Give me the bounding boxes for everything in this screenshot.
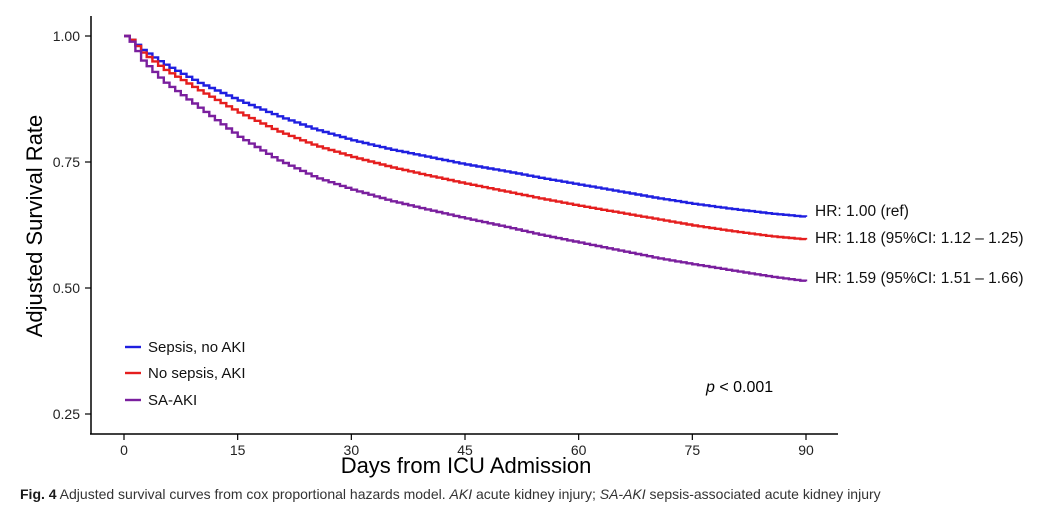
x-tick-label: 45 [457, 442, 473, 458]
x-ticks: 0 15 30 45 60 75 90 [120, 434, 814, 458]
caption-abbr-sa-aki: SA-AKI [599, 486, 646, 502]
survival-curve-2 [124, 34, 808, 241]
hr-label-2: HR: 1.18 (95%CI: 1.12 – 1.25) [815, 230, 1024, 247]
caption-abbr-aki: AKI [449, 486, 473, 502]
p-value-annotation: p < 0.001 [705, 379, 773, 396]
y-tick-label: 0.25 [53, 406, 80, 422]
legend: Sepsis, no AKI No sepsis, AKI SA-AKI [125, 339, 246, 409]
legend-label: Sepsis, no AKI [148, 339, 246, 356]
figure-caption: Fig. 4 Adjusted survival curves from cox… [20, 486, 1050, 502]
caption-label: Fig. 4 [20, 486, 57, 502]
survival-curve-1 [124, 34, 808, 218]
caption-text-1: Adjusted survival curves from cox propor… [56, 486, 450, 502]
caption-text-2: acute kidney injury; [472, 486, 600, 502]
y-tick-label: 0.75 [53, 154, 80, 170]
x-tick-label: 75 [685, 442, 701, 458]
x-tick-label: 60 [571, 442, 587, 458]
hr-label-3: HR: 1.59 (95%CI: 1.51 – 1.66) [815, 270, 1024, 287]
x-tick-label: 90 [798, 442, 814, 458]
x-tick-label: 0 [120, 442, 128, 458]
hr-labels: HR: 1.00 (ref) HR: 1.18 (95%CI: 1.12 – 1.… [815, 203, 1024, 287]
survival-curve-3 [124, 34, 808, 282]
x-tick-label: 30 [344, 442, 360, 458]
x-tick-label: 15 [230, 442, 246, 458]
legend-label: No sepsis, AKI [148, 365, 246, 382]
p-value-text: < 0.001 [715, 379, 773, 396]
hr-label-1: HR: 1.00 (ref) [815, 203, 909, 220]
y-tick-label: 1.00 [53, 28, 80, 44]
y-tick-label: 0.50 [53, 280, 80, 296]
caption-text-3: sepsis-associated acute kidney injury [645, 486, 881, 502]
y-axis-label: Adjusted Survival Rate [22, 115, 47, 338]
p-value-symbol: p [705, 379, 715, 396]
survival-curves [124, 34, 808, 282]
x-axis-label: Days from ICU Admission [341, 453, 592, 478]
y-ticks: 0.25 0.50 0.75 1.00 [53, 28, 91, 422]
legend-label: SA-AKI [148, 392, 197, 409]
